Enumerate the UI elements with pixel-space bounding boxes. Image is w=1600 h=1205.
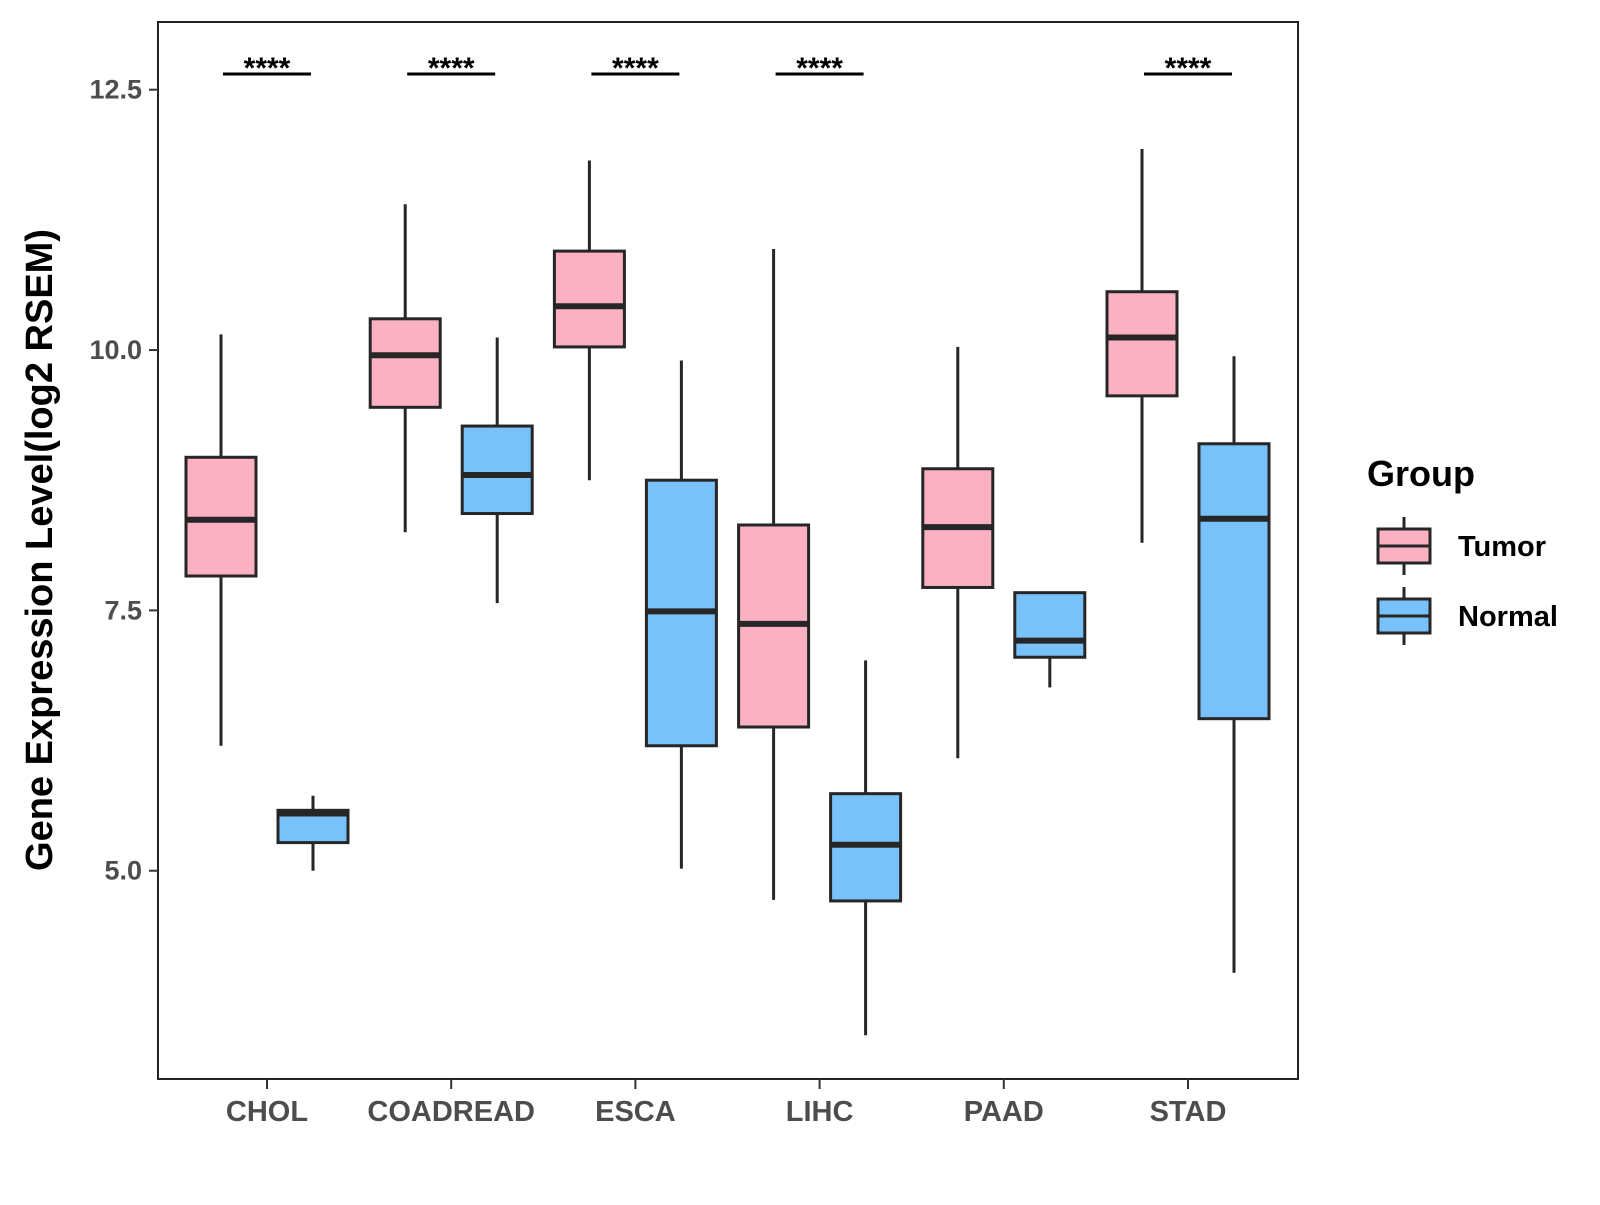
legend: Group Tumor Normal (1367, 453, 1558, 645)
significance-label: **** (1165, 52, 1212, 85)
significance-label: **** (612, 52, 659, 85)
significance-coadread: **** (407, 52, 496, 85)
significance-lihc: **** (775, 52, 864, 85)
significance-chol: **** (223, 52, 311, 85)
significance-label: **** (796, 52, 843, 85)
box-normal-paad (1013, 591, 1087, 688)
x-tick-label: CHOL (226, 1096, 308, 1128)
box-body (1105, 290, 1179, 398)
y-tick-label: 7.5 (104, 595, 142, 625)
significance-label: **** (244, 52, 291, 85)
legend-items: Tumor Normal (1376, 517, 1558, 645)
y-axis-title: Gene Expression Level(log2 RSEM) (19, 229, 61, 871)
x-axis: CHOL COADREAD ESCA LIHC PAAD STAD (226, 1079, 1226, 1128)
plot-panel (157, 21, 1299, 1080)
box-tumor-stad (1105, 149, 1179, 543)
significance-layer: **** **** **** **** **** (223, 52, 1232, 85)
box-tumor-lihc (737, 249, 811, 900)
box-tumor-coadread (368, 204, 442, 533)
x-tick-label: ESCA (595, 1096, 676, 1128)
legend-item-tumor: Tumor (1376, 517, 1546, 575)
box-body (184, 455, 258, 578)
x-tick-label: STAD (1150, 1096, 1227, 1128)
box-normal-chol (276, 795, 350, 871)
box-body (1197, 442, 1271, 721)
box-tumor-chol (184, 334, 258, 746)
box-tumor-paad (921, 346, 995, 759)
y-axis: 5.0 7.5 10.0 12.5 (89, 75, 158, 886)
legend-label: Tumor (1458, 531, 1546, 563)
box-layer (184, 149, 1271, 1036)
box-body (1013, 591, 1087, 659)
box-body (552, 249, 626, 349)
x-tick-label: COADREAD (367, 1096, 535, 1128)
box-normal-esca (644, 360, 718, 869)
x-tick-label: LIHC (786, 1096, 854, 1128)
significance-label: **** (428, 52, 475, 85)
significance-stad: **** (1144, 52, 1232, 85)
box-normal-coadread (460, 337, 534, 604)
x-tick-label: PAAD (964, 1096, 1044, 1128)
box-normal-stad (1197, 356, 1271, 973)
box-body (460, 424, 534, 516)
box-normal-lihc (829, 660, 903, 1036)
y-tick-label: 10.0 (89, 335, 142, 365)
significance-esca: **** (591, 52, 680, 85)
y-tick-label: 5.0 (104, 856, 142, 886)
legend-item-normal: Normal (1376, 587, 1558, 645)
legend-title: Group (1367, 453, 1475, 494)
legend-label: Normal (1458, 601, 1558, 633)
y-tick-label: 12.5 (89, 75, 142, 105)
box-body (368, 317, 442, 409)
box-tumor-esca (552, 160, 626, 481)
